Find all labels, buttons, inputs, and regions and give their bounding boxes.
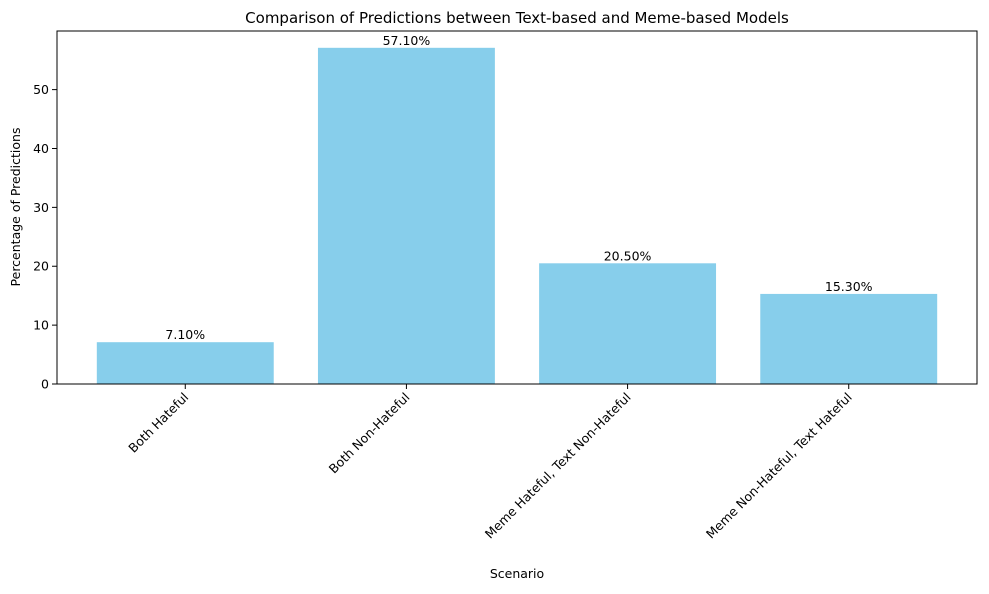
data-label-3: 15.30% — [825, 279, 873, 294]
y-axis-label: Percentage of Predictions — [8, 128, 23, 287]
chart-title: Comparison of Predictions between Text-b… — [245, 9, 789, 27]
y-tick-label-2: 20 — [33, 259, 49, 274]
data-label-1: 57.10% — [383, 33, 431, 48]
bar-0 — [96, 342, 274, 384]
x-tick-label-3: Meme Non-Hateful, Text Hateful — [703, 390, 855, 542]
bar-2 — [539, 263, 717, 384]
x-axis-label: Scenario — [490, 566, 544, 581]
x-tick-label-2: Meme Hateful, Text Non-Hateful — [482, 390, 634, 542]
data-labels-layer: 7.10% 57.10% 20.50% 15.30% — [165, 33, 872, 342]
bar-3 — [760, 293, 938, 384]
y-tick-label-5: 50 — [33, 82, 49, 97]
y-tick-label-4: 40 — [33, 141, 49, 156]
bars-layer — [96, 47, 938, 385]
data-label-2: 20.50% — [604, 248, 652, 263]
data-label-0: 7.10% — [165, 327, 205, 342]
y-tick-label-3: 30 — [33, 200, 49, 215]
x-tick-label-0: Both Hateful — [125, 390, 191, 456]
y-tick-label-0: 0 — [41, 377, 49, 392]
plot-frame — [56, 30, 978, 385]
bar-1 — [317, 47, 495, 385]
x-tick-label-1: Both Non-Hateful — [326, 390, 413, 477]
y-tick-label-1: 10 — [33, 318, 49, 333]
